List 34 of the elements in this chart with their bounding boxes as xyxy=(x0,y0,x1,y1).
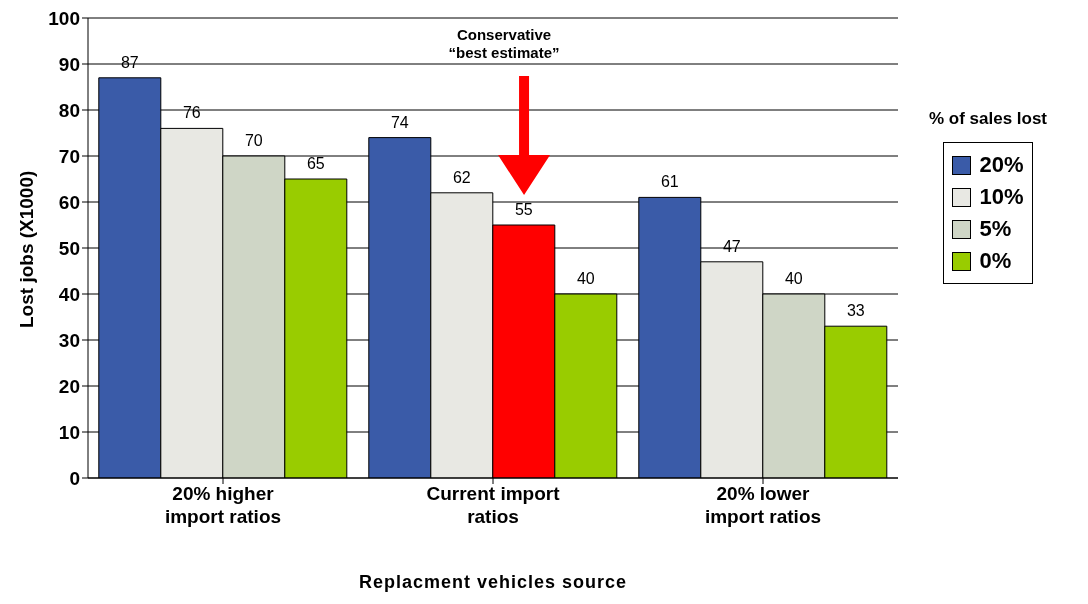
y-axis-title: Lost jobs (X1000) xyxy=(15,170,37,328)
legend-label: 5% xyxy=(978,215,1013,243)
y-tick-label: 90 xyxy=(58,53,80,75)
data-label: 76 xyxy=(182,104,201,122)
y-tick-label: 30 xyxy=(58,329,80,351)
data-label: 40 xyxy=(784,270,803,287)
data-label: 55 xyxy=(514,201,533,218)
y-tick-label: 50 xyxy=(58,237,80,259)
y-tick-label: 70 xyxy=(58,145,80,167)
data-label: 70 xyxy=(244,132,263,149)
legend-label: 0% xyxy=(978,247,1013,275)
data-label: 87 xyxy=(120,53,139,71)
data-label: 61 xyxy=(660,173,679,191)
y-tick-label: 40 xyxy=(58,283,80,305)
legend-title: % of sales lost xyxy=(928,108,1048,130)
x-tick-label: Current import ratios xyxy=(426,483,561,527)
data-label: 47 xyxy=(722,237,741,255)
legend-label: 10% xyxy=(978,183,1024,211)
y-tick-label: 60 xyxy=(58,191,80,213)
y-tick-label: 10 xyxy=(58,421,80,443)
x-axis-title: Replacment vehicles source xyxy=(358,572,628,592)
y-tick-label: 80 xyxy=(58,99,80,121)
data-label: 33 xyxy=(846,302,865,320)
y-tick-label: 100 xyxy=(48,7,80,29)
data-label: 65 xyxy=(306,155,325,172)
legend-label: 20% xyxy=(978,151,1024,179)
y-tick-label: 0 xyxy=(69,467,80,489)
annotation: Conservative “best estimate” xyxy=(448,26,560,61)
y-tick-label: 20 xyxy=(58,375,80,397)
data-label: 40 xyxy=(576,270,595,287)
x-tick-label: 20% lower import ratios xyxy=(704,483,822,527)
x-tick-label: 20% higher import ratios xyxy=(164,483,282,527)
data-label: 62 xyxy=(452,168,471,186)
data-label: 74 xyxy=(390,113,409,131)
